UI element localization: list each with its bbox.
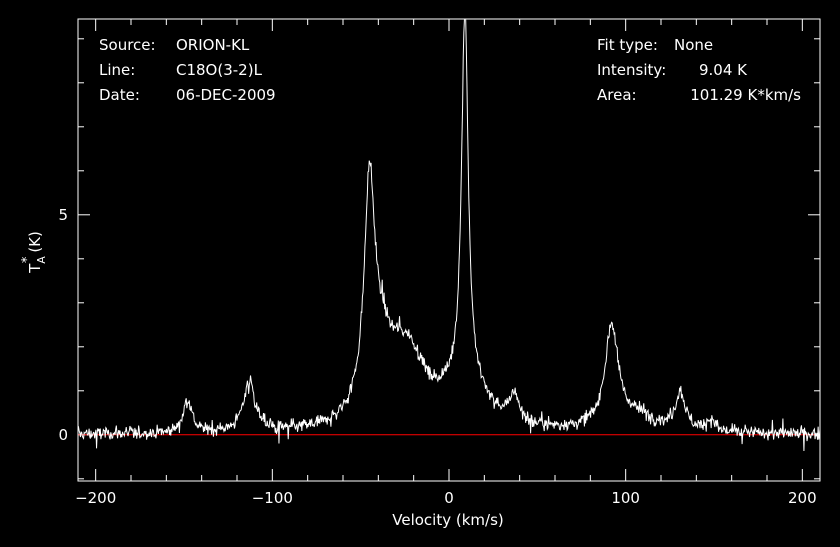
spectrum-line: [77, 18, 821, 452]
source-label: Source:: [99, 36, 156, 54]
area-label: Area:: [597, 86, 637, 104]
x-tick-label: −200: [75, 489, 116, 507]
line-value: C18O(3-2)L: [176, 61, 263, 79]
y-axis-label-unit: (K): [26, 231, 44, 253]
x-tick-label: 100: [611, 489, 640, 507]
frame-rect: [77, 18, 821, 482]
area-value: 101.29 K*km/s: [690, 86, 801, 104]
source-value: ORION-KL: [176, 36, 250, 54]
y-tick-label: 5: [58, 206, 68, 224]
y-axis-label-sup: *: [20, 256, 35, 263]
x-tick-label: 0: [444, 489, 454, 507]
date-label: Date:: [99, 86, 140, 104]
svg-text:TA*(K): TA* (K): [20, 231, 48, 274]
tick-labels: −200 −100 0 100 200 0 5: [58, 206, 816, 507]
y-axis-label-sub: A: [35, 256, 48, 264]
y-axis-label-main: T: [26, 263, 44, 274]
axis-ticks: [78, 19, 820, 481]
x-axis-label: Velocity (km/s): [392, 511, 503, 529]
plot-frame: [77, 18, 821, 482]
fit-type-value: None: [674, 36, 713, 54]
header-info: Source: ORION-KL Line: C18O(3-2)L Date: …: [99, 36, 801, 104]
fit-type-label: Fit type:: [597, 36, 658, 54]
x-tick-label: 200: [788, 489, 817, 507]
date-value: 06-DEC-2009: [176, 86, 276, 104]
line-label: Line:: [99, 61, 135, 79]
x-tick-label: −100: [252, 489, 293, 507]
y-axis-label: TA* (K): [20, 231, 48, 274]
spectrum-layer: [77, 18, 821, 452]
intensity-value: 9.04 K: [699, 61, 748, 79]
intensity-label: Intensity:: [597, 61, 666, 79]
y-tick-label: 0: [58, 426, 68, 444]
